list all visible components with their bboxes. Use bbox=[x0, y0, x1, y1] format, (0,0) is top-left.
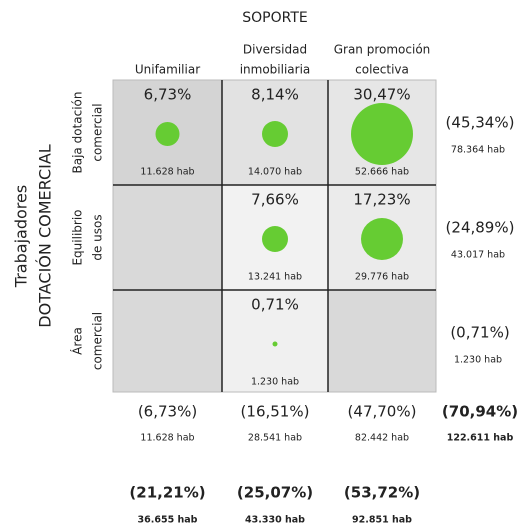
soporte-total-pct: (25,07%) bbox=[237, 484, 313, 502]
cell-pct: 17,23% bbox=[353, 191, 410, 209]
row-total-hab: 78.364 hab bbox=[451, 145, 505, 156]
cell-hab: 52.666 hab bbox=[355, 167, 409, 178]
column-header: Unifamiliar bbox=[135, 63, 200, 77]
bubble bbox=[262, 226, 288, 252]
soporte-total-pct: (53,72%) bbox=[344, 484, 420, 502]
cell bbox=[113, 290, 222, 392]
cell-pct: 7,66% bbox=[251, 191, 299, 209]
column-total-hab: 28.541 hab bbox=[248, 433, 302, 444]
grand-total-pct: (70,94%) bbox=[442, 403, 518, 421]
cell-pct: 8,14% bbox=[251, 86, 299, 104]
soporte-total-hab: 92.851 hab bbox=[352, 515, 412, 526]
side-label: Trabajadores bbox=[12, 185, 31, 288]
row-total-pct: (24,89%) bbox=[446, 219, 515, 237]
soporte-total-hab: 36.655 hab bbox=[138, 515, 198, 526]
column-header: inmobiliaria bbox=[240, 63, 311, 77]
bubble bbox=[262, 121, 288, 147]
column-header: Diversidad bbox=[243, 43, 307, 57]
cell-hab: 1.230 hab bbox=[251, 377, 299, 388]
row-total-pct: (0,71%) bbox=[450, 324, 509, 342]
bubble bbox=[361, 218, 403, 260]
row-label: Baja dotación bbox=[71, 92, 85, 174]
outer-border bbox=[112, 79, 437, 393]
cell bbox=[113, 185, 222, 290]
bubble bbox=[351, 103, 413, 165]
row-total-pct: (45,34%) bbox=[446, 114, 515, 132]
column-total-hab: 11.628 hab bbox=[140, 433, 194, 444]
column-header: Gran promoción bbox=[334, 43, 431, 57]
soporte-total-hab: 43.330 hab bbox=[245, 515, 305, 526]
cell bbox=[222, 290, 328, 392]
row-label: Equilibrio bbox=[71, 209, 85, 265]
cell bbox=[328, 290, 436, 392]
cell-hab: 29.776 hab bbox=[355, 272, 409, 283]
bubble bbox=[272, 341, 278, 347]
column-total-hab: 82.442 hab bbox=[355, 433, 409, 444]
row-label: de usos bbox=[91, 214, 105, 260]
row-total-hab: 43.017 hab bbox=[451, 250, 505, 261]
grand-total-hab: 122.611 hab bbox=[447, 433, 514, 444]
soporte-total-pct: (21,21%) bbox=[129, 484, 205, 502]
cell-pct: 30,47% bbox=[353, 86, 410, 104]
cell-hab: 14.070 hab bbox=[248, 167, 302, 178]
row-label: comercial bbox=[91, 103, 105, 161]
row-label: comercial bbox=[91, 312, 105, 370]
row-total-hab: 1.230 hab bbox=[454, 355, 502, 366]
row-label: Área bbox=[70, 327, 85, 355]
column-total-pct: (47,70%) bbox=[348, 403, 417, 421]
cell-hab: 13.241 hab bbox=[248, 272, 302, 283]
header: SOPORTE bbox=[242, 10, 307, 26]
bubble bbox=[155, 122, 180, 146]
column-total-pct: (16,51%) bbox=[241, 403, 310, 421]
cell-hab: 11.628 hab bbox=[140, 167, 194, 178]
cell-pct: 0,71% bbox=[251, 296, 299, 314]
column-header: colectiva bbox=[355, 63, 409, 77]
column-total-pct: (6,73%) bbox=[138, 403, 197, 421]
cell-pct: 6,73% bbox=[144, 86, 192, 104]
side-label: DOTACIÓN COMERCIAL bbox=[36, 144, 55, 327]
